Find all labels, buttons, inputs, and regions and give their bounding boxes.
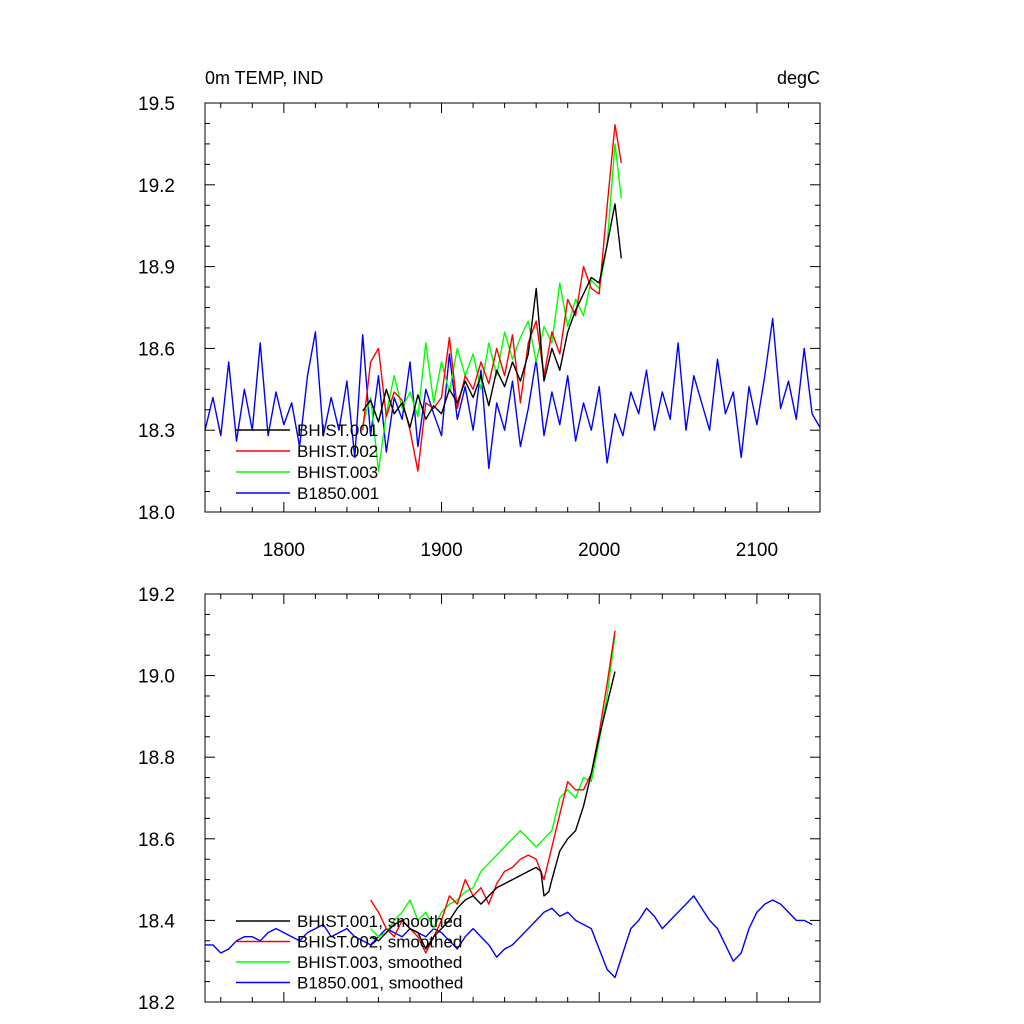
- y-tick-label: 19.5: [138, 94, 175, 115]
- y-tick-label: 18.6: [138, 339, 175, 360]
- top-panel: 0m TEMP, IND degC 1800 1900 2000 210018.018…: [138, 68, 821, 561]
- y-tick-label: 18.2: [138, 993, 175, 1014]
- y-tick-label: 19.0: [138, 667, 175, 688]
- y-tick-label: 18.9: [138, 258, 175, 279]
- y-tick-label: 19.2: [138, 585, 175, 606]
- series-group: [205, 630, 813, 979]
- series-group: [204, 124, 821, 472]
- x-tick-label: 2100: [736, 540, 778, 561]
- y-tick-label: 18.6: [138, 830, 175, 851]
- x-tick-label: 2000: [578, 540, 620, 561]
- series-line-4: [205, 895, 813, 979]
- series-line-4: [204, 317, 821, 470]
- axis-group: 1800 1900 2000 2100 18.0 18.3 18.6 18.9 19.2 19.5: [138, 94, 821, 561]
- bottom-panel: 18.2 18.4 18.6 18.8 19.0 19.2 BHIST.001, smoo…: [138, 585, 821, 1014]
- legend: BHIST.001 BHIST.002 BHIST.003 B1850.001: [236, 421, 379, 503]
- legend-label-2: BHIST.002: [297, 442, 378, 461]
- y-tick-label: 18.0: [138, 503, 175, 524]
- legend-label-4: B1850.001: [297, 484, 379, 503]
- legend-label-1: BHIST.001: [297, 421, 378, 440]
- series-line-1: [362, 203, 622, 429]
- axis-group: 18.2 18.4 18.6 18.8 19.0 19.2: [138, 585, 821, 1014]
- y-tick-label: 18.3: [138, 421, 175, 442]
- legend-label-4: B1850.001, smoothed: [297, 974, 463, 993]
- legend-label-1: BHIST.001, smoothed: [297, 912, 462, 931]
- chart-title: 0m TEMP, IND: [205, 68, 323, 88]
- legend-label-3: BHIST.003: [297, 463, 378, 482]
- x-tick-label: 1900: [420, 540, 462, 561]
- y-tick-label: 18.4: [138, 911, 175, 932]
- y-tick-label: 19.2: [138, 176, 175, 197]
- y-tick-label: 18.8: [138, 748, 175, 769]
- legend-label-3: BHIST.003, smoothed: [297, 953, 462, 972]
- series-line-3: [370, 634, 616, 938]
- series-line-3: [362, 143, 622, 472]
- series-line-1: [370, 671, 616, 950]
- x-tick-label: 1800: [263, 540, 305, 561]
- legend-label-2: BHIST.002, smoothed: [297, 933, 462, 952]
- units-label: degC: [777, 68, 820, 88]
- legend: BHIST.001, smoothed BHIST.002, smoothedBH…: [236, 912, 463, 993]
